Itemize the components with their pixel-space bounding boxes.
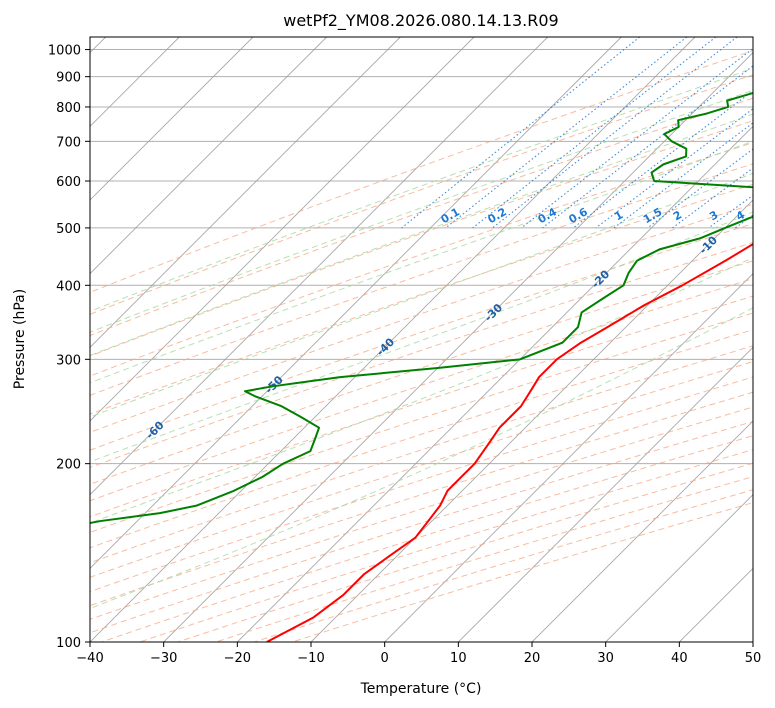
isotherm-line xyxy=(531,420,753,642)
mixing-ratio-line xyxy=(572,90,753,229)
x-tick-label: 10 xyxy=(450,651,467,666)
dry-adiabat xyxy=(90,142,753,377)
dry-adiabat xyxy=(139,449,753,642)
isotherm-line xyxy=(458,346,753,642)
x-tick-label: 30 xyxy=(597,651,614,666)
isotherm-line xyxy=(90,37,254,201)
temperature-profile xyxy=(266,242,753,642)
dry-adiabat xyxy=(90,163,753,396)
mixing-ratio-line xyxy=(672,167,753,229)
plot-frame xyxy=(89,36,754,643)
x-tick-label: 20 xyxy=(524,651,541,666)
y-tick-label: 900 xyxy=(56,71,81,86)
y-tick-label: 800 xyxy=(56,101,81,116)
x-tick-label: −40 xyxy=(76,651,103,666)
dry-adiabat xyxy=(90,329,753,549)
y-tick-label: 500 xyxy=(56,222,81,237)
mixing-ratio-line xyxy=(401,37,641,229)
y-tick-label: 1000 xyxy=(48,44,81,59)
y-tick-label: 700 xyxy=(56,135,81,150)
isotherm-line xyxy=(90,37,696,642)
y-tick-label: 100 xyxy=(56,636,81,651)
dry-adiabat xyxy=(254,489,753,642)
x-tick-label: 0 xyxy=(381,651,389,666)
isotherm-line xyxy=(90,37,401,348)
plot-area: 0.10.20.40.611.5234-100-90-80-70-60-50-4… xyxy=(90,37,753,642)
mixing-ratio-line xyxy=(595,108,753,229)
moist-adiabat xyxy=(90,113,753,357)
dry-adiabat xyxy=(292,502,753,642)
isotherm-line xyxy=(90,37,548,496)
y-tick-label: 200 xyxy=(56,458,81,473)
y-tick-label: 600 xyxy=(56,175,81,190)
dry-adiabat xyxy=(215,476,753,642)
chart-title: wetPf2_YM08.2026.080.14.13.R09 xyxy=(283,11,558,31)
axes: −40 −30 −20 −10 0 10 20 30 40 50 1000 900 800 700 600 5… xyxy=(48,44,761,666)
x-tick-label: 40 xyxy=(671,651,688,666)
dry-adiabat xyxy=(90,97,753,337)
isotherm-line xyxy=(605,494,753,642)
dry-adiabat xyxy=(90,183,753,415)
y-tick-label: 300 xyxy=(56,353,81,368)
y-axis-title: Pressure (hPa) xyxy=(12,289,28,389)
dewpoint-profile xyxy=(90,91,753,525)
moist-adiabat xyxy=(90,140,753,384)
moist-adiabat xyxy=(90,307,753,609)
x-tick-label: −10 xyxy=(297,651,324,666)
isotherm-line xyxy=(90,37,327,275)
dry-adiabat xyxy=(177,462,753,642)
x-tick-label: −20 xyxy=(224,651,251,666)
dry-adiabat xyxy=(90,120,753,357)
dry-adiabat xyxy=(101,435,753,642)
isotherm-line xyxy=(384,273,753,642)
isotherm-line xyxy=(90,37,622,569)
moist-adiabat xyxy=(90,211,753,463)
dry-adiabat xyxy=(90,50,753,293)
mixing-ratio-line xyxy=(542,65,753,229)
mixing-ratio-line xyxy=(520,47,753,229)
x-tick-label: −30 xyxy=(150,651,177,666)
moist-adiabat xyxy=(90,172,753,418)
y-tick-label: 400 xyxy=(56,279,81,294)
dry-adiabat xyxy=(90,361,753,578)
x-axis-title: Temperature (°C) xyxy=(360,681,482,697)
mixing-ratio-line xyxy=(492,37,738,229)
x-tick-label: 50 xyxy=(745,651,762,666)
isotherm-line xyxy=(90,37,475,422)
isotherm-line xyxy=(237,125,753,642)
dry-adiabat xyxy=(90,345,753,564)
